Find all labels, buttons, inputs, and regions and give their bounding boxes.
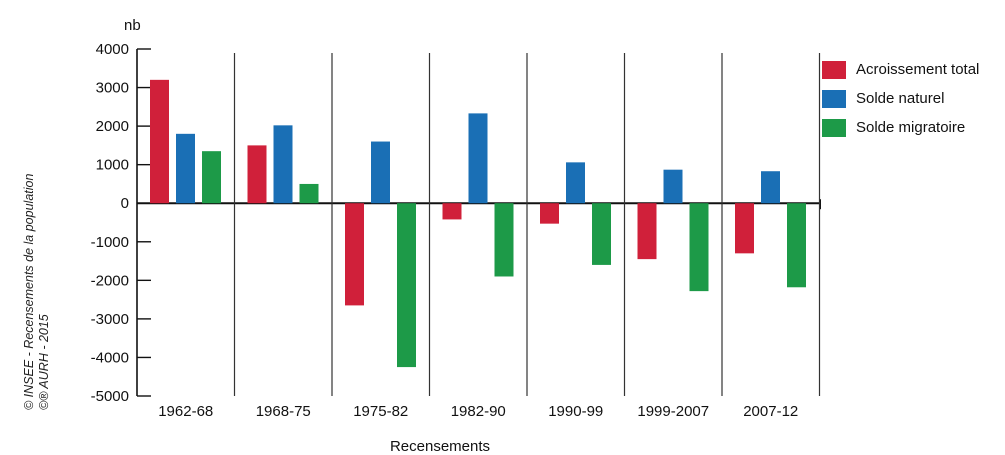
bar-2-2 <box>397 203 416 368</box>
y-tick-label: -1000 <box>91 234 129 251</box>
bar-0-4 <box>540 203 559 224</box>
bar-1-5 <box>663 169 683 204</box>
bars <box>150 79 806 368</box>
y-axis-title: nb <box>124 17 141 34</box>
legend-item-naturel: Solde naturel <box>822 84 979 113</box>
y-tick-label: 0 <box>121 195 129 212</box>
y-axis: 4000 3000 2000 1000 0 -1000 -2000 -3000 -4000 -50… <box>91 41 821 405</box>
legend: Acroissement total Solde naturel Solde m… <box>822 55 979 142</box>
y-tick-label: -5000 <box>91 388 129 405</box>
x-tick-label: 1975-82 <box>353 403 408 420</box>
bar-2-0 <box>202 151 221 204</box>
legend-swatch <box>822 89 846 108</box>
bar-1-4 <box>566 162 585 204</box>
y-tick-label: -4000 <box>91 349 129 366</box>
x-tick-label: 1990-99 <box>548 403 603 420</box>
legend-swatch <box>822 60 846 79</box>
bar-1-0 <box>176 133 195 204</box>
x-tick-label: 1968-75 <box>256 403 311 420</box>
credit-line-2: ©® AURH - 2015 <box>37 314 51 410</box>
bar-2-5 <box>689 203 709 292</box>
category-separators <box>233 53 821 396</box>
bar-0-2 <box>345 203 364 306</box>
legend-item-migratoire: Solde migratoire <box>822 113 979 142</box>
x-tick-label: 1982-90 <box>451 403 506 420</box>
bar-0-6 <box>735 203 754 254</box>
bar-0-3 <box>442 203 462 220</box>
y-tick-label: 4000 <box>96 41 129 58</box>
bar-0-5 <box>637 203 657 260</box>
bar-1-2 <box>371 141 390 204</box>
legend-label: Acroissement total <box>856 61 980 78</box>
credit-line-1: © INSEE - Recensements de la population <box>22 173 36 410</box>
legend-label: Solde naturel <box>856 90 945 107</box>
legend-label: Solde migratoire <box>856 119 966 136</box>
bar-2-1 <box>299 183 319 204</box>
bar-2-3 <box>494 203 514 277</box>
y-tick-label: 3000 <box>96 80 129 97</box>
bar-1-1 <box>273 125 293 204</box>
legend-swatch <box>822 118 846 137</box>
bar-0-1 <box>247 145 267 204</box>
x-tick-label: 2007-12 <box>743 403 798 420</box>
bar-1-3 <box>468 113 488 204</box>
bar-2-4 <box>592 203 611 265</box>
bar-0-0 <box>150 79 169 204</box>
source-credit: © INSEE - Recensements de la population … <box>22 110 62 410</box>
y-tick-label: 2000 <box>96 118 129 135</box>
x-axis-title: Recensements <box>390 438 490 455</box>
bar-1-6 <box>761 171 780 204</box>
x-tick-label: 1962-68 <box>158 403 213 420</box>
y-tick-label: 1000 <box>96 157 129 174</box>
x-axis: 1962-68 1968-75 1975-82 1982-90 1990-99 1999-… <box>158 403 798 420</box>
legend-item-acroissement: Acroissement total <box>822 55 979 84</box>
bar-2-6 <box>787 203 806 288</box>
y-tick-label: -3000 <box>91 311 129 328</box>
y-tick-label: -2000 <box>91 272 129 289</box>
x-tick-label: 1999-2007 <box>637 403 709 420</box>
